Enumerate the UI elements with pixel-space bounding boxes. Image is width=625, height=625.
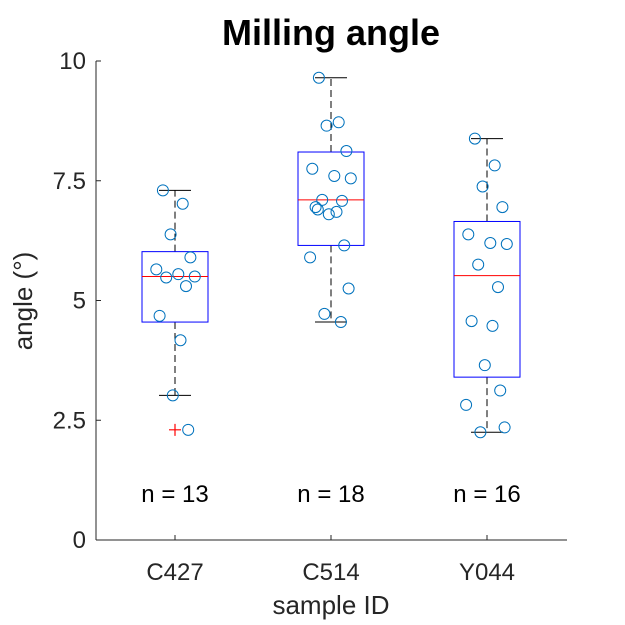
data-point xyxy=(486,319,499,332)
data-point xyxy=(153,309,166,322)
box-group-y044: n = 16 xyxy=(453,132,521,508)
data-point xyxy=(465,315,478,328)
data-point xyxy=(496,201,509,214)
data-point xyxy=(309,201,322,214)
data-point xyxy=(332,116,345,129)
data-point xyxy=(492,281,504,294)
data-point xyxy=(488,159,501,172)
plot-area: 0 2.5 5 7.5 10 C427 C514 Y044 n = 13 n = 18 n = 16 xyxy=(53,48,567,586)
data-point xyxy=(160,271,173,284)
data-point xyxy=(156,184,169,197)
y-axis-label: angle (°) xyxy=(8,252,38,351)
data-point xyxy=(312,71,325,84)
data-point xyxy=(188,270,201,283)
data-point xyxy=(338,239,351,252)
data-point xyxy=(344,172,357,185)
data-point xyxy=(336,194,348,207)
data-point xyxy=(478,359,491,372)
data-point xyxy=(316,193,329,206)
sample-count-label: n = 13 xyxy=(141,481,208,508)
data-point xyxy=(306,162,319,175)
data-point xyxy=(340,145,353,158)
y-tick-label: 10 xyxy=(59,48,86,75)
y-tick-label: 5 xyxy=(73,288,86,315)
data-point xyxy=(172,268,185,281)
sample-count-label: n = 18 xyxy=(297,481,364,508)
data-point xyxy=(484,237,497,250)
data-point xyxy=(330,205,343,218)
data-point xyxy=(322,208,335,221)
sample-count-label: n = 16 xyxy=(453,481,520,508)
iqr-box xyxy=(453,220,521,378)
data-point xyxy=(320,119,333,132)
data-point xyxy=(462,228,475,241)
box-group-c514: n = 18 xyxy=(297,71,365,508)
data-point xyxy=(474,426,487,439)
data-point xyxy=(494,384,507,397)
box-group-c427: n = 13 xyxy=(141,184,209,508)
y-tick-label: 2.5 xyxy=(53,407,86,434)
data-point xyxy=(182,423,195,436)
x-axis-label: sample ID xyxy=(272,590,389,620)
data-point xyxy=(500,237,513,250)
data-point xyxy=(476,180,489,193)
outlier-marker xyxy=(169,423,181,436)
x-tick-label: C514 xyxy=(302,559,359,586)
data-point xyxy=(498,421,511,434)
data-point xyxy=(460,398,473,411)
iqr-box xyxy=(141,251,209,323)
data-point xyxy=(342,282,355,295)
data-point xyxy=(328,169,341,182)
data-point xyxy=(334,316,347,329)
x-tick-label: C427 xyxy=(146,559,203,586)
data-point xyxy=(166,389,179,402)
data-point xyxy=(318,307,331,320)
iqr-box xyxy=(297,151,365,246)
chart-title: Milling angle xyxy=(222,12,440,53)
data-point xyxy=(184,251,197,264)
y-tick-label: 0 xyxy=(73,527,86,554)
data-point xyxy=(150,263,163,276)
y-tick-label: 7.5 xyxy=(53,168,86,195)
data-point xyxy=(174,334,187,347)
data-point xyxy=(176,197,189,210)
data-point xyxy=(472,258,485,271)
data-point xyxy=(304,251,317,264)
x-tick-label: Y044 xyxy=(459,559,515,586)
data-point xyxy=(468,132,481,145)
data-point xyxy=(180,280,192,293)
data-point xyxy=(164,228,177,241)
data-point xyxy=(311,203,324,216)
